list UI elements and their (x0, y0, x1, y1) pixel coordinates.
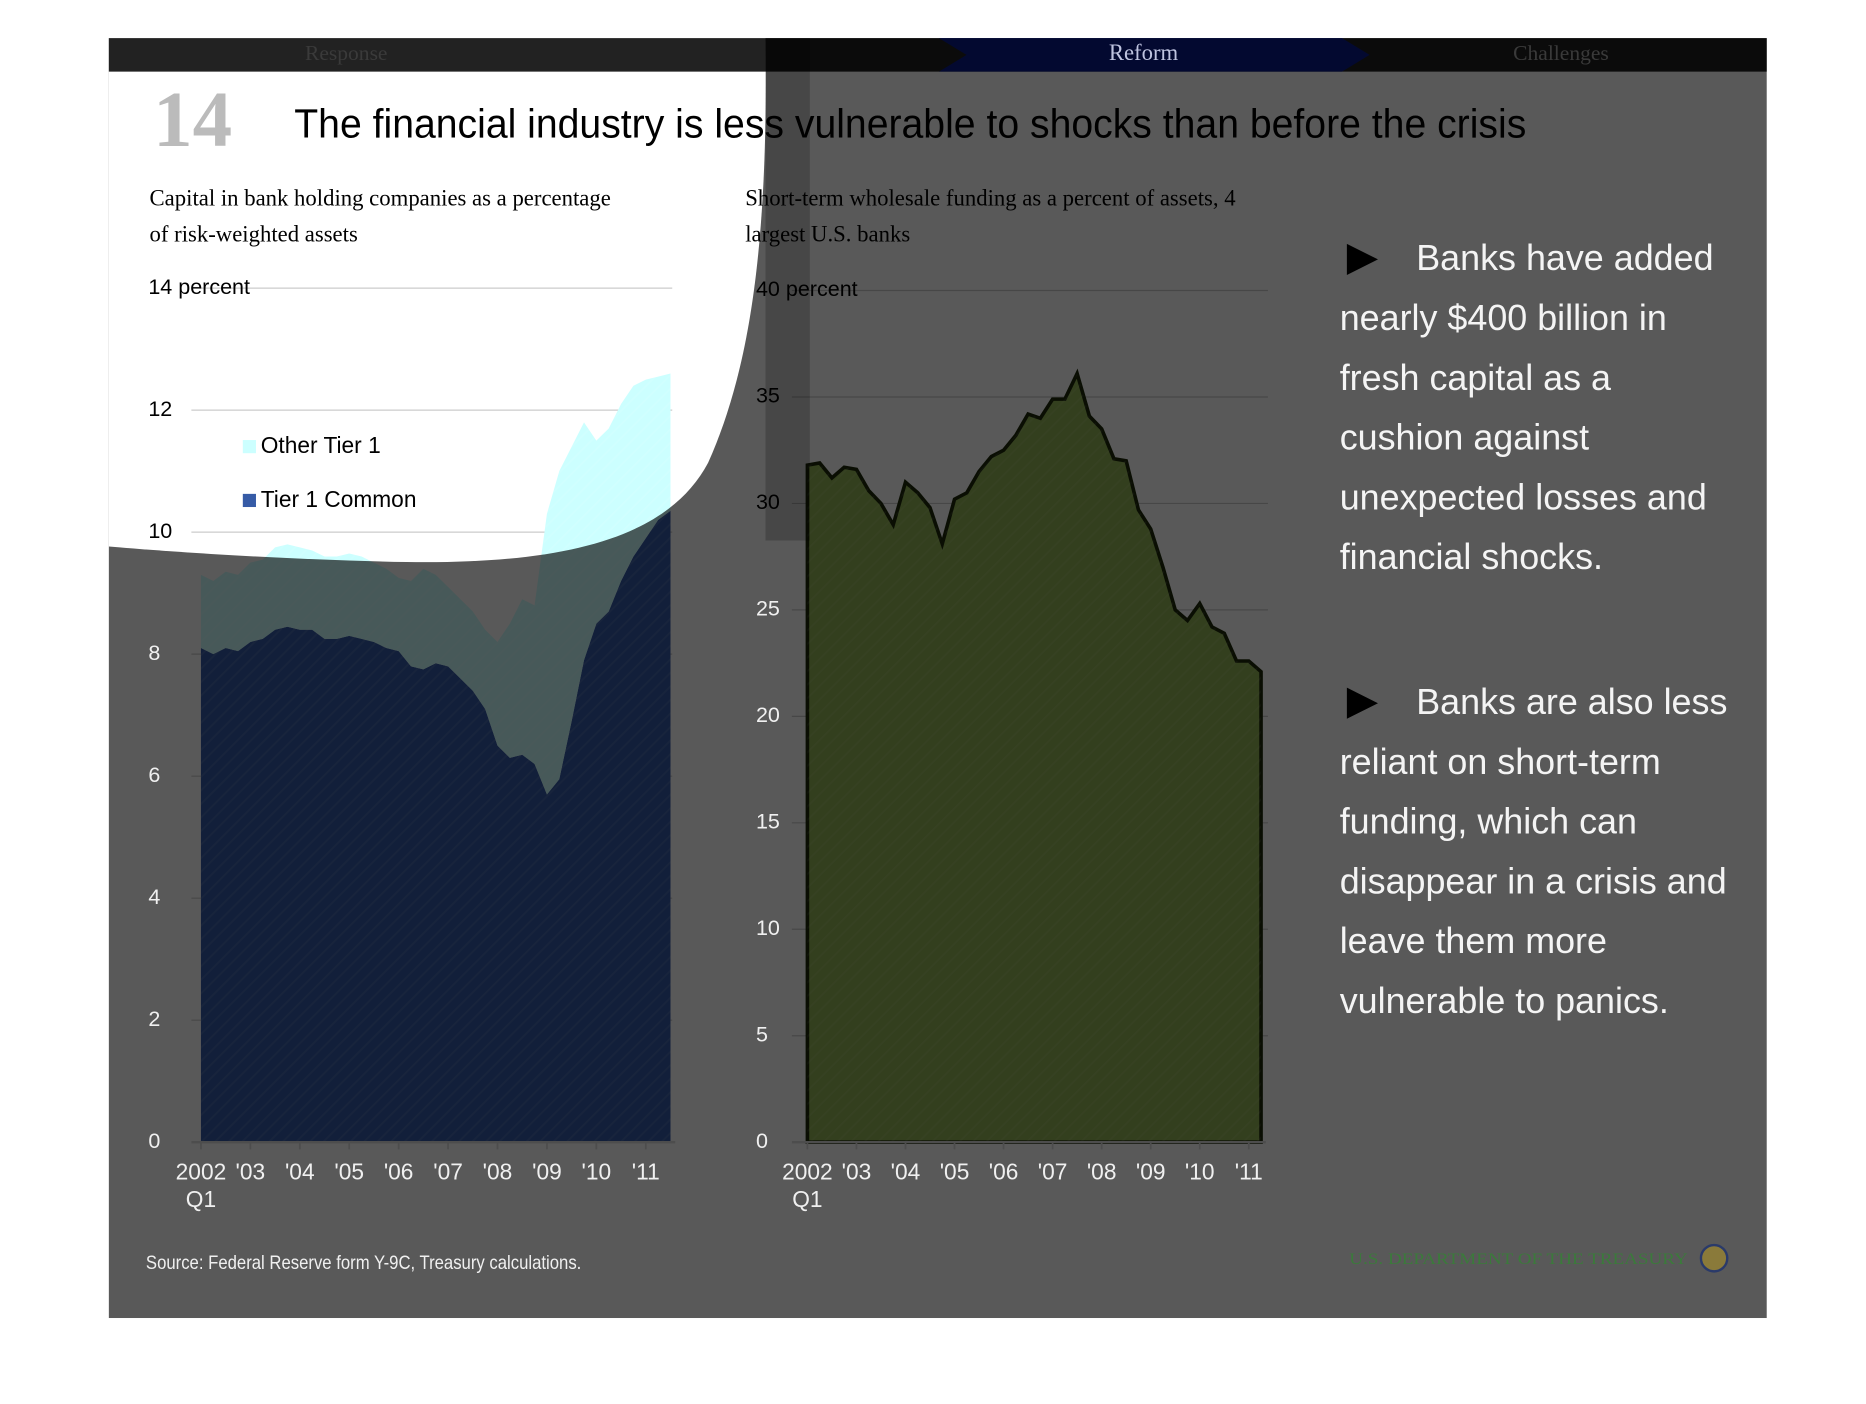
dim-overlay (108, 38, 1767, 1319)
y-tick-label: 2 (148, 1007, 160, 1031)
legend-label: Tier 1 Common (261, 486, 417, 512)
x-tick-label-box: '10 (581, 1160, 612, 1186)
x-tick-label: '08 (1086, 1160, 1117, 1186)
x-tick-label: '11 (631, 1160, 660, 1186)
bullet-arrow (1346, 243, 1378, 275)
bullet-arrow (1346, 687, 1378, 719)
x-tick-label-box: '03 (841, 1160, 872, 1186)
chart-subtitle: Short-term wholesale funding as a percen… (745, 186, 1236, 248)
x-tick-label-box: '05 (939, 1160, 970, 1186)
x-tick-label: '09 (1135, 1160, 1166, 1186)
x-tick-label-box: '10 (1184, 1160, 1215, 1186)
x-tick-label-box: 2002 Q1 (175, 1160, 227, 1213)
x-tick-label-box: '08 (482, 1160, 513, 1186)
x-tick-label: 2002 Q1 (782, 1160, 833, 1213)
y-tick-label: 4 (148, 885, 160, 909)
nav-item[interactable]: Reform (1109, 40, 1179, 65)
x-tick-label: '10 (1184, 1160, 1215, 1186)
chart-subtitle-box: Capital in bank holding companies as a p… (149, 186, 611, 248)
bullet-text: Banks are also less reliant on short-ter… (1339, 682, 1728, 1022)
x-tick-label-box: '08 (1086, 1160, 1117, 1186)
y-tick-label: 25 (756, 597, 780, 621)
x-tick-label: '05 (939, 1160, 970, 1186)
x-tick-label-box: '09 (1135, 1160, 1166, 1186)
x-tick-label: 2002 Q1 (175, 1160, 227, 1213)
x-tick-label: '05 (334, 1160, 365, 1186)
x-tick-label: '06 (383, 1160, 414, 1186)
x-tick-label: '04 (890, 1160, 921, 1186)
slide-title: The financial industry is less vulnerabl… (294, 100, 1526, 146)
nav-item[interactable]: Response (305, 41, 387, 65)
x-tick-label: '10 (581, 1160, 612, 1186)
x-tick-label-box: '07 (1037, 1160, 1068, 1186)
y-tick-label: 35 (756, 384, 780, 408)
x-tick-label-box: '04 (890, 1160, 921, 1186)
x-tick-label-box: '07 (433, 1160, 463, 1186)
x-tick-label-box: '03 (235, 1160, 266, 1186)
y-tick-label: 5 (756, 1022, 768, 1046)
y-tick-label: 12 (148, 397, 172, 421)
y-tick-label: 10 (756, 916, 780, 940)
chart-subtitle: Capital in bank holding companies as a p… (149, 186, 611, 248)
bullet-box: Banks have added nearly $400 billion in … (1339, 239, 1714, 578)
y-tick-label: 20 (756, 703, 780, 727)
x-tick-label: '07 (1037, 1160, 1068, 1186)
x-tick-label: '06 (988, 1160, 1019, 1186)
nav-item[interactable]: Challenges (1513, 41, 1609, 65)
y-tick-label: 0 (756, 1129, 768, 1153)
x-tick-label: '04 (284, 1160, 315, 1186)
bullet-text: Banks have added nearly $400 billion in … (1339, 239, 1714, 578)
chart-subtitle-box: Short-term wholesale funding as a percen… (745, 186, 1236, 248)
legend-swatch (242, 493, 256, 508)
footer-text: U.S. DEPARTMENT OF THE TREASURY (1349, 1251, 1688, 1268)
x-tick-label: '03 (235, 1160, 266, 1186)
treasury-seal (1699, 1243, 1729, 1273)
x-tick-label-box: '05 (334, 1160, 365, 1186)
x-tick-label-box: '06 (988, 1160, 1019, 1186)
x-tick-label-box: 2002 Q1 (782, 1160, 833, 1213)
x-tick-label-box: '11 (1234, 1160, 1263, 1186)
overlay-edge (765, 38, 810, 541)
x-tick-label: '07 (433, 1160, 463, 1186)
y-tick-label: 8 (148, 641, 160, 665)
y-tick-label: 40 percent (756, 277, 858, 301)
x-tick-label: '03 (841, 1160, 872, 1186)
x-tick-label-box: '04 (284, 1160, 315, 1186)
y-tick-label: 15 (756, 809, 780, 833)
y-tick-label: 30 (756, 490, 780, 514)
x-tick-label: '08 (482, 1160, 513, 1186)
x-tick-label: '11 (1234, 1160, 1263, 1186)
source-note: Source: Federal Reserve form Y-9C, Treas… (146, 1253, 581, 1274)
y-tick-label: 14 percent (148, 275, 250, 299)
y-tick-label: 6 (148, 763, 160, 787)
slide-number: 14 (153, 77, 232, 164)
bullet-box: Banks are also less reliant on short-ter… (1339, 682, 1728, 1022)
x-tick-label-box: '11 (631, 1160, 660, 1186)
x-tick-label-box: '09 (532, 1160, 562, 1186)
legend-label: Other Tier 1 (261, 432, 381, 458)
y-tick-label: 0 (148, 1129, 160, 1153)
y-tick-label: 10 (148, 519, 172, 543)
x-tick-label: '09 (532, 1160, 562, 1186)
legend-swatch (242, 440, 256, 454)
x-tick-label-box: '06 (383, 1160, 414, 1186)
